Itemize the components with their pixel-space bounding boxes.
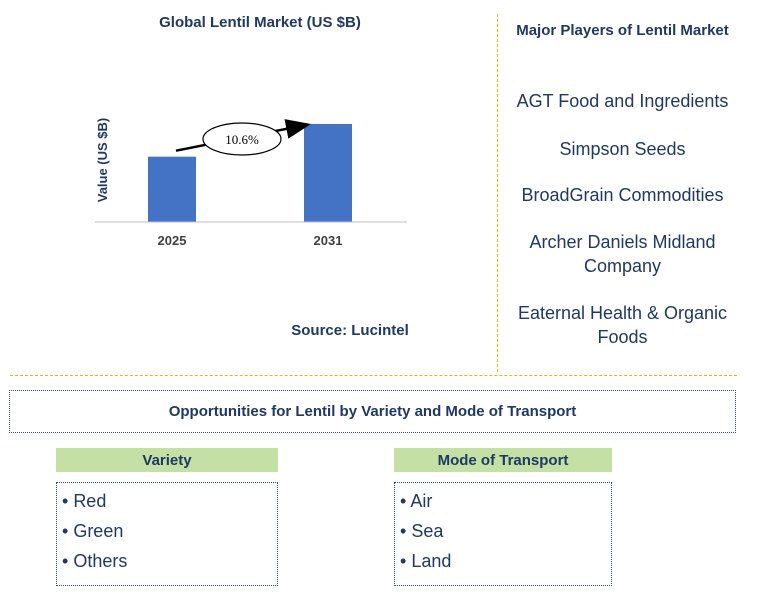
segment-header-variety: Variety: [56, 448, 278, 472]
cagr-label: 10.6%: [225, 132, 259, 147]
segment-item: • Air: [400, 491, 433, 511]
players-title: Major Players of Lentil Market: [516, 22, 729, 39]
chart-title: Global Lentil Market (US $B): [159, 14, 361, 31]
x-tick-label: 2031: [314, 233, 343, 248]
vertical-divider: [497, 14, 498, 372]
bar-2031: [304, 124, 352, 222]
segment-header-transport: Mode of Transport: [394, 448, 612, 472]
segment-item: • Green: [62, 521, 124, 541]
segment-item: • Red: [62, 491, 107, 511]
segment-list-transport: • Air • Sea • Land: [394, 482, 612, 586]
horizontal-divider: [10, 375, 737, 376]
player-item: Eaternal Health & Organic Foods: [517, 303, 728, 347]
cagr-ellipse: [202, 122, 282, 156]
player-item: AGT Food and Ingredients: [516, 91, 729, 111]
segment-item: • Land: [400, 551, 452, 571]
y-axis-label: Value (US $B): [95, 118, 110, 203]
bar-chart: Value (US $B) 2025 2031 10.6%: [95, 118, 407, 248]
source-label: Source: Lucintel: [291, 322, 409, 339]
segment-list-variety: • Red • Green • Others: [56, 482, 278, 586]
bar-2025: [148, 156, 196, 222]
segment-item: • Sea: [400, 521, 444, 541]
opportunities-title-text: Opportunities for Lentil by Variety and …: [168, 403, 577, 420]
player-item: BroadGrain Commodities: [521, 185, 724, 205]
x-tick-label: 2025: [158, 233, 187, 248]
opportunities-title: Opportunities for Lentil by Variety and …: [9, 390, 736, 433]
player-item: Archer Daniels Midland Company: [529, 232, 716, 276]
segment-item: • Others: [62, 551, 128, 571]
player-item: Simpson Seeds: [559, 139, 686, 159]
